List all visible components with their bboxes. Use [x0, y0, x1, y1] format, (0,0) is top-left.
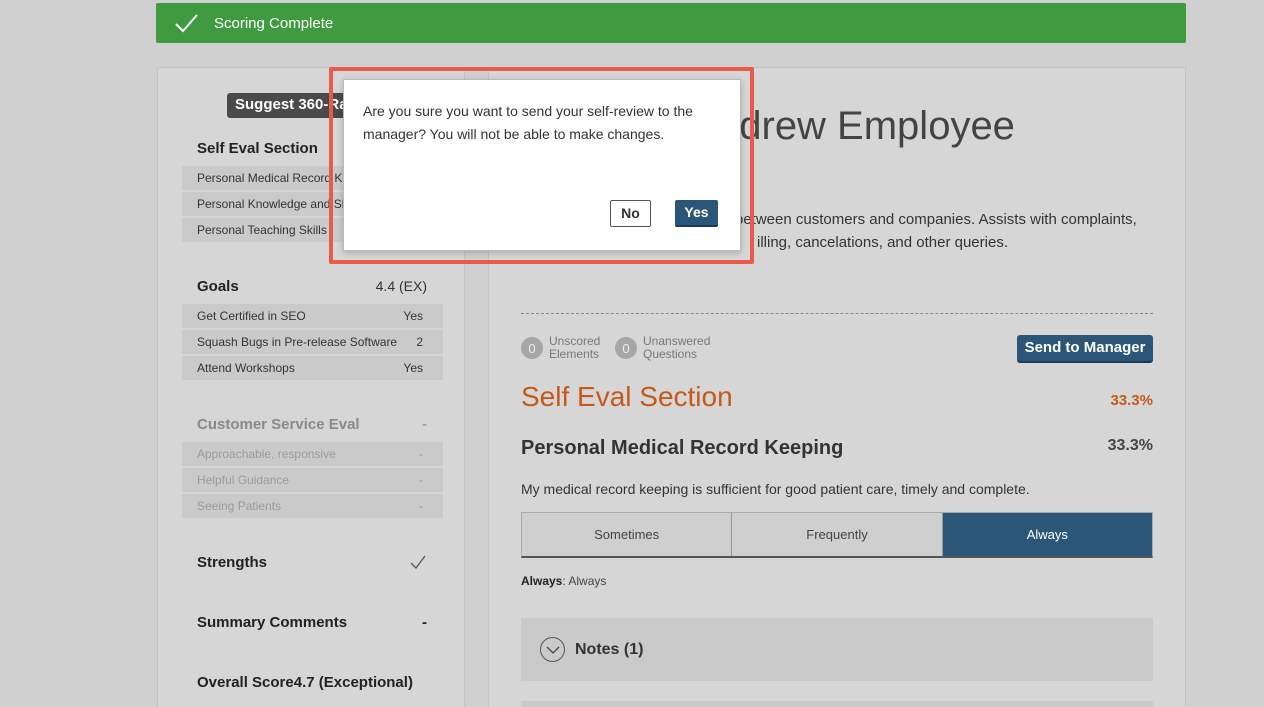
overall-score-value: 4.7 (Exceptional): [293, 674, 413, 691]
selected-answer-value: : Always: [562, 574, 607, 588]
sidebar-item-helpful-guidance[interactable]: Helpful Guidance -: [182, 468, 443, 492]
section-percent: 33.3%: [1110, 392, 1153, 409]
option-always[interactable]: Always: [942, 513, 1152, 556]
sidebar-section-score: 4.4 (EX): [375, 278, 427, 294]
sidebar-item-label: Personal Teaching Skills: [197, 223, 327, 237]
sidebar-item-label: Get Certified in SEO: [197, 309, 306, 323]
notes-toggle[interactable]: Notes (1): [521, 618, 1153, 681]
selected-answer: Always: Always: [521, 574, 606, 588]
sidebar-section-strengths[interactable]: Strengths: [197, 554, 427, 571]
yes-button[interactable]: Yes: [675, 200, 718, 227]
sidebar-section-title: Goals: [197, 278, 239, 295]
sidebar-item-attend-workshops[interactable]: Attend Workshops Yes: [182, 356, 443, 380]
option-frequently[interactable]: Frequently: [732, 513, 943, 556]
sidebar-section-score: -: [422, 614, 427, 631]
sidebar-item-label: Personal Knowledge and Sk: [197, 197, 348, 211]
sidebar-item-get-certified-seo[interactable]: Get Certified in SEO Yes: [182, 304, 443, 328]
sidebar-section-self-eval[interactable]: Self Eval Section: [197, 140, 427, 157]
suggest-360-button[interactable]: Suggest 360-Ra: [227, 93, 347, 118]
sidebar-section-summary-comments[interactable]: Summary Comments -: [197, 614, 427, 631]
sidebar-overall-score: Overall Score 4.7 (Exceptional): [197, 674, 427, 691]
counter-label: Questions: [643, 347, 698, 361]
job-description-line: between customers and companies. Assists…: [735, 211, 1137, 228]
sidebar-item-value: Yes: [403, 309, 423, 323]
counter-label: Unanswered: [643, 334, 711, 348]
check-icon: [410, 555, 426, 569]
divider: [521, 313, 1153, 314]
question-percent: 33.3%: [1107, 437, 1153, 454]
sidebar-item-label: Personal Medical Record Ke: [197, 171, 350, 185]
sidebar-item-value: -: [419, 499, 423, 513]
counter-label: Elements: [549, 347, 600, 361]
sidebar-section-title: Customer Service Eval: [197, 416, 360, 433]
unanswered-questions-counter: 0 Unanswered Questions: [615, 335, 710, 361]
sidebar-item-label: Seeing Patients: [197, 499, 282, 513]
confirm-dialog: Are you sure you want to send your self-…: [343, 79, 741, 251]
check-icon: [175, 14, 198, 33]
job-description: between customers and companies. Assists…: [521, 208, 1151, 254]
banner-text: Scoring Complete: [214, 14, 334, 32]
scoring-complete-banner: Scoring Complete: [156, 3, 1186, 43]
sidebar-item-value: 2: [416, 335, 423, 349]
sidebar-item-value: -: [419, 473, 423, 487]
notes-label: Notes (1): [575, 640, 644, 658]
job-description-line: illing, cancelations, and other queries.: [757, 234, 1008, 251]
employee-name: ndrew Employee: [717, 104, 1015, 148]
sidebar-item-value: Yes: [403, 361, 423, 375]
sidebar-item-label: Attend Workshops: [197, 361, 295, 375]
section-title: Self Eval Section: [521, 381, 733, 412]
option-sometimes[interactable]: Sometimes: [522, 513, 733, 556]
main-panel: ndrew Employee between customers and com…: [488, 67, 1186, 707]
send-to-manager-button[interactable]: Send to Manager: [1017, 335, 1153, 363]
no-button[interactable]: No: [610, 200, 651, 227]
next-panel: [521, 701, 1153, 707]
sidebar-section-title: Self Eval Section: [197, 140, 318, 157]
sidebar-item-label: Helpful Guidance: [197, 473, 290, 487]
sidebar-item-value: -: [419, 447, 423, 461]
answer-options: Sometimes Frequently Always: [521, 512, 1153, 558]
question-text: My medical record keeping is sufficient …: [521, 481, 1030, 497]
dialog-message: Are you sure you want to send your self-…: [363, 103, 693, 142]
counter-label: Unscored: [549, 334, 601, 348]
sidebar-section-title: Strengths: [197, 554, 268, 571]
unscored-elements-counter: 0 Unscored Elements: [521, 335, 600, 361]
sidebar-section-title: Summary Comments: [197, 614, 348, 631]
sidebar-section-customer-service[interactable]: Customer Service Eval -: [197, 416, 427, 433]
chevron-down-icon: [540, 637, 565, 662]
sidebar-item-squash-bugs[interactable]: Squash Bugs in Pre-release Software 2: [182, 330, 443, 354]
sidebar-section-goals[interactable]: Goals 4.4 (EX): [197, 278, 427, 295]
unanswered-count: 0: [615, 337, 637, 359]
unscored-count: 0: [521, 337, 543, 359]
sidebar-item-seeing-patients[interactable]: Seeing Patients -: [182, 494, 443, 518]
sidebar-item-approachable[interactable]: Approachable, responsive -: [182, 442, 443, 466]
selected-answer-label: Always: [521, 574, 563, 588]
overall-score-label: Overall Score: [197, 674, 294, 691]
sidebar-section-score: -: [422, 416, 427, 433]
dialog-highlight: [329, 67, 754, 264]
sidebar-item-label: Squash Bugs in Pre-release Software: [197, 335, 398, 349]
question-title: Personal Medical Record Keeping: [521, 437, 844, 459]
sidebar-item-label: Approachable, responsive: [197, 447, 336, 461]
